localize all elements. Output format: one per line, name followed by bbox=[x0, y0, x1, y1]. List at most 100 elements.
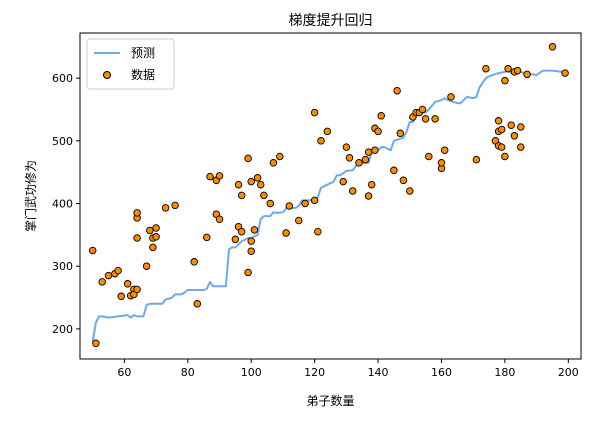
data-point bbox=[190, 258, 198, 266]
data-point bbox=[371, 146, 379, 154]
y-axis-label: 掌门武功修为 bbox=[23, 160, 38, 232]
data-point bbox=[253, 174, 262, 182]
data-point bbox=[348, 187, 357, 195]
data-point bbox=[171, 201, 179, 210]
data-point bbox=[431, 115, 439, 123]
legend-label-data: 数据 bbox=[131, 67, 155, 82]
data-point bbox=[418, 105, 427, 114]
data-point bbox=[396, 129, 405, 138]
data-point bbox=[323, 127, 332, 136]
data-point bbox=[501, 152, 509, 161]
data-point bbox=[104, 271, 113, 280]
data-point bbox=[215, 172, 224, 180]
data-point bbox=[390, 166, 398, 175]
data-point bbox=[92, 339, 100, 348]
data-point bbox=[523, 70, 531, 79]
data-point bbox=[98, 278, 106, 286]
y-tick-label: 200 bbox=[52, 323, 73, 336]
data-point bbox=[440, 146, 449, 154]
data-point bbox=[513, 66, 522, 75]
data-point bbox=[161, 204, 170, 212]
data-point bbox=[437, 159, 446, 167]
legend-label-prediction: 预测 bbox=[131, 46, 155, 60]
data-point bbox=[497, 143, 506, 151]
data-point bbox=[482, 64, 490, 73]
x-tick-label: 160 bbox=[431, 366, 452, 379]
x-tick-label: 180 bbox=[494, 366, 515, 379]
plot-frame bbox=[79, 32, 582, 360]
data-point bbox=[317, 137, 325, 145]
data-point bbox=[504, 64, 512, 73]
data-point bbox=[501, 76, 509, 85]
data-point bbox=[133, 285, 141, 294]
y-tick-label: 300 bbox=[52, 260, 73, 273]
data-point bbox=[206, 172, 214, 181]
data-point bbox=[472, 155, 481, 164]
data-point bbox=[399, 176, 408, 185]
data-point bbox=[295, 216, 303, 225]
legend: 预测 数据 bbox=[86, 38, 175, 90]
data-point bbox=[561, 69, 569, 77]
x-tick-label: 80 bbox=[181, 366, 195, 379]
data-point bbox=[425, 152, 433, 161]
data-point bbox=[374, 127, 382, 136]
x-tick-label: 120 bbox=[304, 366, 325, 379]
data-point bbox=[146, 226, 154, 235]
data-point bbox=[276, 152, 284, 161]
x-tick-label: 200 bbox=[558, 366, 579, 379]
data-point bbox=[507, 121, 515, 129]
data-point bbox=[364, 192, 373, 200]
data-point bbox=[364, 148, 373, 156]
data-point bbox=[247, 247, 255, 255]
x-tick-label: 140 bbox=[368, 366, 389, 379]
data-point bbox=[231, 235, 240, 244]
data-point bbox=[355, 159, 363, 167]
data-point bbox=[269, 159, 278, 167]
data-point bbox=[244, 154, 252, 163]
data-point bbox=[266, 199, 275, 208]
data-point bbox=[234, 180, 243, 189]
data-point bbox=[406, 187, 414, 195]
data-point bbox=[548, 43, 557, 51]
data-point bbox=[345, 154, 354, 162]
data-point bbox=[342, 143, 351, 151]
data-point bbox=[367, 180, 376, 189]
legend-marker-swatch bbox=[103, 71, 111, 79]
y-tick-label: 500 bbox=[52, 135, 73, 148]
x-tick-label: 100 bbox=[241, 366, 262, 379]
data-point bbox=[244, 268, 252, 277]
data-point bbox=[310, 108, 319, 117]
data-point bbox=[421, 115, 430, 123]
data-point bbox=[377, 112, 385, 120]
data-point bbox=[260, 191, 268, 200]
data-point bbox=[133, 234, 141, 242]
data-point bbox=[88, 246, 97, 255]
data-point bbox=[510, 132, 519, 140]
data-point bbox=[517, 143, 525, 151]
data-point bbox=[149, 243, 157, 252]
data-point bbox=[247, 177, 255, 186]
data-point bbox=[497, 125, 506, 134]
data-point bbox=[447, 93, 455, 101]
data-point bbox=[256, 180, 265, 189]
data-point bbox=[215, 215, 224, 223]
data-point bbox=[393, 86, 401, 95]
data-point bbox=[517, 123, 525, 131]
data-point bbox=[314, 227, 322, 236]
data-point bbox=[285, 202, 294, 210]
y-tick-label: 600 bbox=[52, 72, 73, 85]
data-point bbox=[133, 209, 141, 217]
data-point bbox=[152, 233, 160, 241]
y-tick-label: 400 bbox=[52, 198, 73, 211]
data-point bbox=[282, 229, 290, 237]
data-point bbox=[123, 280, 132, 288]
data-point bbox=[237, 191, 246, 200]
x-axis-label: 弟子数量 bbox=[306, 393, 354, 408]
data-point bbox=[142, 262, 151, 270]
data-point bbox=[203, 233, 211, 242]
data-point bbox=[152, 224, 160, 232]
data-point bbox=[237, 227, 246, 236]
data-point bbox=[339, 177, 347, 186]
x-tick-label: 60 bbox=[117, 366, 131, 379]
